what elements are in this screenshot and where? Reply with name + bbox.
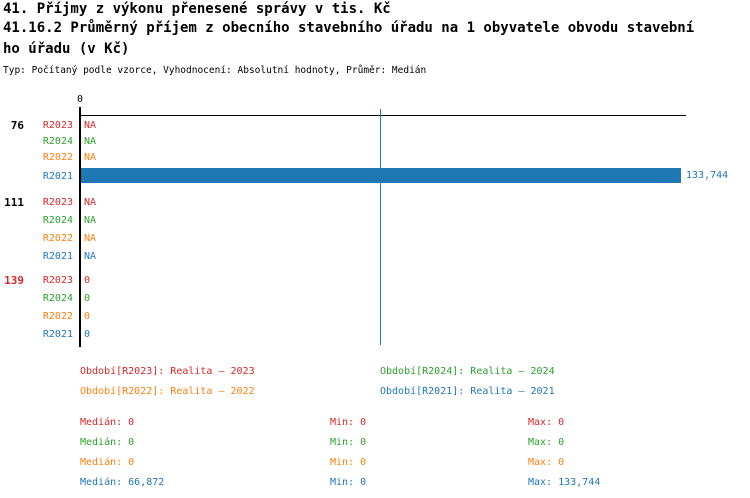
- legend-item-r2022: Období[R2022]: Realita – 2022: [80, 386, 255, 397]
- stat-median-r2023: Medián: 0: [80, 417, 135, 428]
- series-label: R2021: [42, 171, 73, 182]
- legend-item-r2023: Období[R2023]: Realita – 2023: [80, 366, 255, 377]
- stat-max-r2022: Max: 0: [528, 457, 565, 468]
- series-label: R2023: [42, 275, 73, 286]
- chart-title: 41.16.2 Průměrný příjem z obecního stave…: [3, 20, 695, 57]
- value-label: 0: [84, 311, 91, 322]
- page-title: 41. Příjmy z výkonu přenesené správy v t…: [3, 1, 391, 17]
- value-label: NA: [84, 152, 97, 163]
- group-label-139: 139: [4, 274, 24, 287]
- stat-min-r2024: Min: 0: [330, 437, 367, 448]
- series-label: R2023: [42, 197, 73, 208]
- series-label: R2024: [42, 136, 73, 147]
- stat-median-r2024: Medián: 0: [80, 437, 135, 448]
- median-marker-line: [380, 109, 381, 345]
- series-label: R2024: [42, 293, 73, 304]
- stat-median-r2022: Medián: 0: [80, 457, 135, 468]
- stat-max-r2023: Max: 0: [528, 417, 565, 428]
- stat-median-r2021: Medián: 66,872: [80, 477, 165, 488]
- series-label: R2022: [42, 152, 73, 163]
- bar-value-label: 133,744: [686, 170, 729, 181]
- value-label: NA: [84, 120, 97, 131]
- series-label: R2024: [42, 215, 73, 226]
- value-label: 0: [84, 293, 91, 304]
- stat-min-r2022: Min: 0: [330, 457, 367, 468]
- series-label: R2022: [42, 311, 73, 322]
- legend-item-r2021: Období[R2021]: Realita – 2021: [380, 386, 555, 397]
- value-label: NA: [84, 233, 97, 244]
- series-label: R2021: [42, 329, 73, 340]
- stat-max-r2021: Max: 133,744: [528, 477, 601, 488]
- stat-min-r2021: Min: 0: [330, 477, 367, 488]
- value-label: NA: [84, 136, 97, 147]
- y-axis-line: [79, 107, 81, 347]
- legend-item-r2024: Období[R2024]: Realita – 2024: [380, 366, 555, 377]
- x-axis-line: [80, 115, 686, 116]
- value-label: 0: [84, 329, 91, 340]
- value-label: NA: [84, 251, 97, 262]
- stat-max-r2024: Max: 0: [528, 437, 565, 448]
- series-label: R2023: [42, 120, 73, 131]
- x-axis-zero-tick-label: 0: [76, 94, 84, 105]
- value-label: NA: [84, 197, 97, 208]
- series-label: R2021: [42, 251, 73, 262]
- group-label-111: 111: [4, 196, 24, 209]
- group-label-76: 76: [10, 119, 24, 132]
- series-label: R2022: [42, 233, 73, 244]
- value-bar: [81, 168, 681, 183]
- stat-min-r2023: Min: 0: [330, 417, 367, 428]
- chart-subtitle: Typ: Počítaný podle vzorce, Vyhodnocení:…: [3, 65, 427, 76]
- value-label: NA: [84, 215, 97, 226]
- value-label: 0: [84, 275, 91, 286]
